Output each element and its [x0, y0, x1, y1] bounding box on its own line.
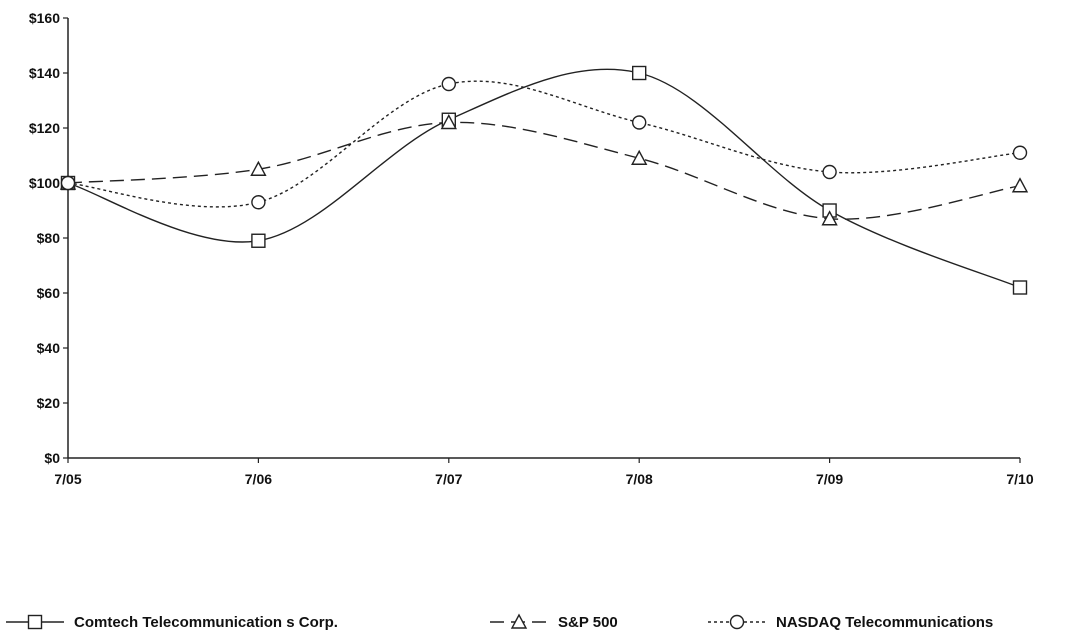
- series-line-square: [67, 68, 1021, 289]
- y-tick-label: $140: [29, 65, 60, 81]
- data-point-triangle: [821, 210, 838, 226]
- legend-item: NASDAQ Telecommunications: [708, 614, 993, 631]
- legend-item: S&P 500: [490, 613, 618, 631]
- data-point-circle: [251, 195, 266, 210]
- x-tick-label: 7/09: [816, 471, 843, 487]
- series-lines: [67, 68, 1021, 289]
- legend-marker-circle-icon: [729, 614, 745, 630]
- x-tick-label: 7/05: [54, 471, 81, 487]
- series-line-circle: [67, 80, 1021, 208]
- y-axis-ticks: $0 $20 $40 $60 $80 $100 $120 $140 $160: [29, 10, 68, 466]
- data-point-circle: [822, 164, 837, 180]
- y-tick-label: $80: [37, 230, 61, 246]
- series-markers: [59, 65, 1029, 295]
- y-tick-label: $0: [44, 450, 60, 466]
- data-point-triangle: [1011, 177, 1029, 193]
- legend-label: S&P 500: [558, 614, 618, 631]
- legend-marker-square-icon: [27, 614, 43, 630]
- legend-label: NASDAQ Telecommunications: [776, 614, 993, 631]
- y-tick-label: $20: [37, 395, 61, 411]
- x-tick-label: 7/06: [245, 471, 272, 487]
- data-point-square: [632, 65, 647, 81]
- data-point-circle: [441, 76, 456, 92]
- legend-marker-triangle-icon: [510, 613, 528, 629]
- x-axis-ticks: 7/05 7/06 7/07 7/08 7/09 7/10: [54, 458, 1034, 487]
- y-tick-label: $100: [29, 175, 60, 191]
- data-point-triangle: [250, 160, 267, 176]
- y-tick-label: $160: [29, 10, 60, 26]
- y-tick-label: $120: [29, 120, 60, 136]
- x-tick-label: 7/08: [626, 471, 653, 487]
- x-tick-label: 7/10: [1006, 471, 1033, 487]
- y-tick-label: $40: [37, 340, 61, 356]
- legend-item: Comtech Telecommunication s Corp.: [6, 614, 338, 631]
- data-point-circle: [1012, 145, 1028, 160]
- data-point-circle: [60, 175, 76, 191]
- data-point-square: [1012, 280, 1028, 295]
- legend-label: Comtech Telecommunication s Corp.: [74, 614, 338, 631]
- x-tick-label: 7/07: [435, 471, 462, 487]
- series-line-triangle: [67, 121, 1021, 220]
- data-point-triangle: [440, 114, 457, 130]
- data-point-circle: [632, 115, 647, 130]
- legend: Comtech Telecommunication s Corp. S&P 500…: [6, 613, 993, 631]
- data-point-square: [251, 233, 266, 248]
- y-tick-label: $60: [37, 285, 61, 301]
- data-point-triangle: [631, 149, 648, 165]
